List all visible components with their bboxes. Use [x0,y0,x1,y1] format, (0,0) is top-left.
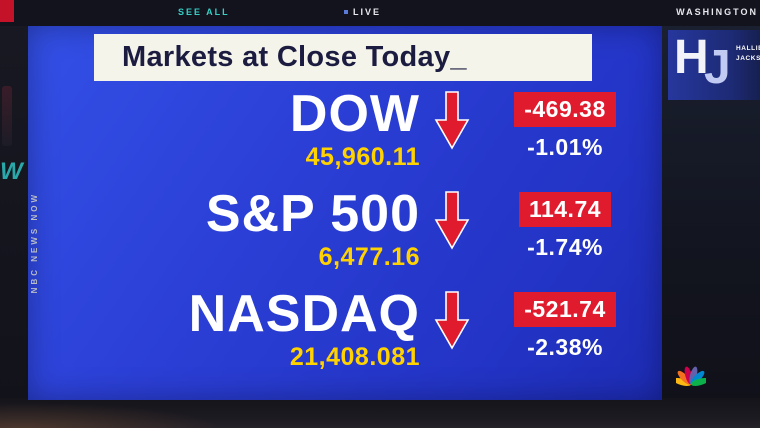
down-arrow-icon [434,91,470,150]
down-arrow-icon [434,291,470,350]
markets-board: Markets at Close Today_ DOW 45,960.11 -4… [28,26,662,400]
market-row-nasdaq: NASDAQ 21,408.081 -521.74 -2.38% [28,288,662,372]
index-block: S&P 500 6,477.16 [28,188,420,272]
live-indicator: LIVE [344,7,381,17]
arrow-cell [420,88,484,152]
hj-logo-name: HALLIE JACKSON [736,44,760,65]
index-name: NASDAQ [188,285,420,343]
percent-change: -1.74% [527,234,603,260]
hj-logo-j: J [704,41,731,94]
change-cell: -469.38 -1.01% [484,88,646,161]
left-bezel-strip: W [0,26,28,428]
change-badge: 114.74 [518,192,612,227]
see-all-label: SEE ALL [178,7,230,17]
hj-logo-h: H [674,31,709,84]
bottom-bezel [0,398,760,428]
live-label: LIVE [353,7,382,17]
index-block: NASDAQ 21,408.081 [28,288,420,372]
hj-first-name: HALLIE [736,45,760,52]
down-arrow-icon [434,191,470,250]
percent-change: -1.01% [527,134,603,160]
live-dot-icon [344,10,348,14]
channel-vertical-label: NBC NEWS NOW [30,192,39,294]
index-block: DOW 45,960.11 [28,88,420,172]
index-value: 6,477.16 [318,243,420,271]
left-smudge-decor [2,86,12,146]
desk-glow-decor [0,402,220,428]
index-name: S&P 500 [205,185,420,243]
corner-red-accent [0,0,14,22]
change-cell: -521.74 -2.38% [484,288,646,361]
index-value: 21,408.081 [289,343,420,371]
board-header: Markets at Close Today_ [94,34,592,81]
percent-change: -2.38% [527,334,603,360]
change-cell: 114.74 -1.74% [484,188,646,261]
arrow-cell [420,288,484,352]
location-label: WASHINGTON [676,7,758,17]
w-mark-decor: W [0,158,23,185]
change-badge: -521.74 [514,292,616,327]
market-row-sp500: S&P 500 6,477.16 114.74 -1.74% [28,188,662,272]
broadcast-top-bar: SEE ALL LIVE WASHINGTON [0,0,760,26]
change-badge: -469.38 [514,92,616,127]
index-name: DOW [289,85,420,143]
index-value: 45,960.11 [305,143,420,171]
market-row-dow: DOW 45,960.11 -469.38 -1.01% [28,88,662,172]
arrow-cell [420,188,484,252]
nbc-peacock-icon [676,366,706,386]
hj-last-name: JACKSON [736,55,760,63]
hallie-jackson-logo: H J HALLIE JACKSON [668,30,760,100]
board-title: Markets at Close Today_ [122,41,467,73]
